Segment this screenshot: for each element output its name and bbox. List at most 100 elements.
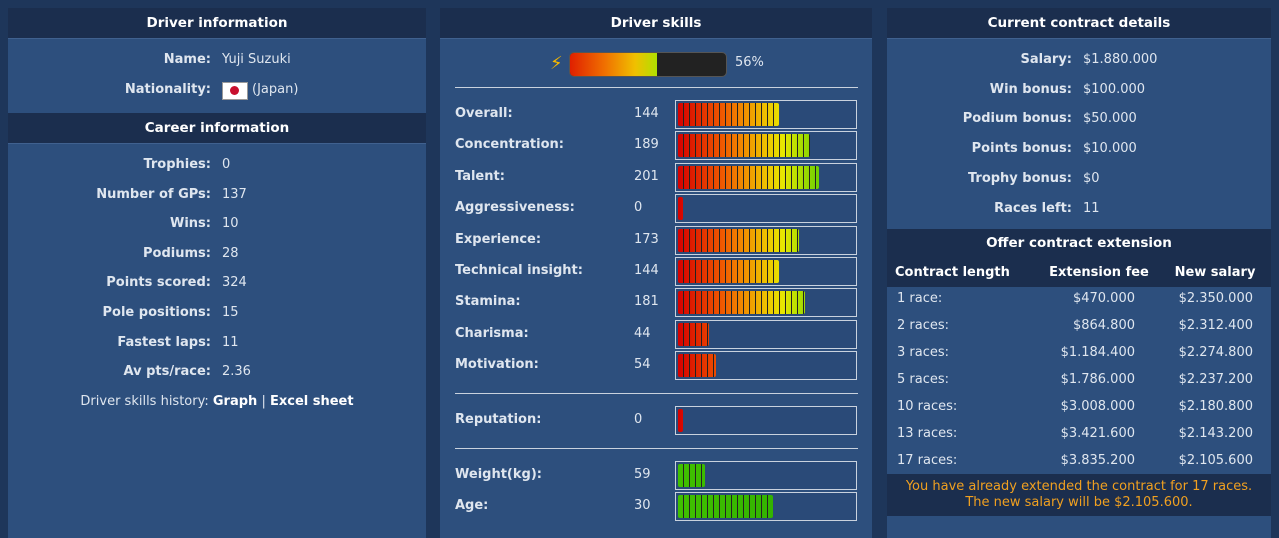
skill-bar-box xyxy=(675,288,857,318)
separator xyxy=(455,393,858,394)
skill-label: Age: xyxy=(455,498,489,514)
skill-value: 181 xyxy=(634,294,659,310)
skill-value: 0 xyxy=(634,412,643,427)
value: 324 xyxy=(222,275,247,291)
skill-label: Talent: xyxy=(455,168,505,184)
skill-bar xyxy=(678,103,779,126)
skill-value: 54 xyxy=(634,357,651,373)
skill-bar xyxy=(678,464,706,487)
skill-bar-box xyxy=(675,131,857,161)
label: Podium bonus: xyxy=(962,111,1072,127)
value: $10.000 xyxy=(1083,141,1137,157)
separator xyxy=(455,448,858,449)
skill-value: 0 xyxy=(634,200,643,216)
skill-bar xyxy=(678,165,819,189)
skill-label: Reputation: xyxy=(455,412,542,427)
value: Yuji Suzuki xyxy=(222,52,291,67)
value: $1.880.000 xyxy=(1083,52,1158,67)
table-cell: $2.312.400 xyxy=(1178,318,1253,333)
value: 0 xyxy=(222,157,231,172)
skill-bar xyxy=(678,322,709,346)
skill-value: 44 xyxy=(634,325,651,341)
label: Nationality: xyxy=(124,82,211,97)
skill-value: 144 xyxy=(634,263,659,278)
column-header: Contract length xyxy=(895,265,1010,280)
table-cell: 2 races: xyxy=(897,318,950,333)
skill-label: Concentration: xyxy=(455,137,564,153)
skill-label: Charisma: xyxy=(455,325,529,341)
table-cell: $3.835.200 xyxy=(1060,453,1135,468)
history-row: Driver skills history: Graph | Excel she… xyxy=(8,393,426,411)
table-cell: $2.350.000 xyxy=(1178,291,1253,306)
value: 10 xyxy=(222,216,239,232)
skill-value: 189 xyxy=(634,137,659,153)
label: Points bonus: xyxy=(971,141,1072,157)
label: Podiums: xyxy=(143,245,211,261)
skill-bar xyxy=(678,134,811,158)
panel xyxy=(8,8,426,538)
label: Fastest laps: xyxy=(117,334,211,350)
section-header: Driver skills xyxy=(440,8,872,39)
label: Points scored: xyxy=(106,275,211,291)
link[interactable]: Excel sheet xyxy=(269,394,354,409)
value: 137 xyxy=(222,186,247,202)
skill-bar xyxy=(678,291,805,315)
skill-value: 201 xyxy=(634,168,659,184)
value: 2.36 xyxy=(222,364,251,380)
table-cell: $3.008.000 xyxy=(1060,399,1135,414)
column-header: New salary xyxy=(1174,265,1256,280)
table-cell: $2.180.800 xyxy=(1178,399,1253,414)
skill-value: 59 xyxy=(634,467,651,482)
table-cell: $864.800 xyxy=(1072,318,1135,333)
table-cell: $1.786.000 xyxy=(1060,372,1135,387)
skill-bar-box xyxy=(675,100,857,129)
skill-label: Technical insight: xyxy=(455,263,583,278)
section-header: Current contract details xyxy=(887,8,1271,39)
label: Races left: xyxy=(994,200,1072,216)
label: Av pts/race: xyxy=(123,364,211,380)
separator: | xyxy=(261,394,266,409)
label: Salary: xyxy=(1020,52,1072,67)
skill-bar xyxy=(678,354,716,378)
table-cell: $470.000 xyxy=(1072,291,1135,306)
table-cell: 13 races: xyxy=(897,426,958,441)
skill-value: 144 xyxy=(634,106,659,121)
skill-value: 30 xyxy=(634,498,651,514)
section-header: Career information xyxy=(8,113,426,144)
skill-bar xyxy=(678,495,774,519)
label: Number of GPs: xyxy=(96,186,211,202)
table-cell: 10 races: xyxy=(897,399,958,414)
skill-label: Experience: xyxy=(455,231,542,247)
link[interactable]: Graph xyxy=(212,394,258,409)
table-cell: $1.184.400 xyxy=(1060,345,1135,360)
note: You have already extended the contract f… xyxy=(887,474,1271,516)
flag-dot xyxy=(230,86,239,95)
energy-label: 56% xyxy=(735,55,764,70)
note-line: The new salary will be $2.105.600. xyxy=(965,495,1193,510)
skill-label: Aggressiveness: xyxy=(455,200,575,216)
value: $100.000 xyxy=(1083,81,1146,97)
table-cell: $2.237.200 xyxy=(1178,372,1253,387)
skill-value: 173 xyxy=(634,231,659,247)
skill-bar-box xyxy=(675,225,857,255)
skill-bar-box xyxy=(675,319,857,349)
table-cell: 5 races: xyxy=(897,372,950,387)
label: Win bonus: xyxy=(989,81,1072,97)
skill-bar xyxy=(678,228,800,252)
skill-bar-box xyxy=(675,194,857,224)
value: $50.000 xyxy=(1083,111,1137,127)
label: Trophy bonus: xyxy=(967,170,1072,186)
note-line: You have already extended the contract f… xyxy=(905,479,1253,494)
label: Wins: xyxy=(170,216,211,232)
table-cell: $2.274.800 xyxy=(1178,345,1253,360)
label: Driver skills history: xyxy=(80,394,209,409)
skill-bar-box xyxy=(675,351,857,381)
value: 28 xyxy=(222,245,239,261)
energy-bar xyxy=(569,52,727,77)
table-header: Contract length Extension fee New salary xyxy=(887,258,1271,287)
skill-label: Overall: xyxy=(455,106,513,121)
separator xyxy=(455,87,858,88)
value: 11 xyxy=(222,334,239,350)
label: Name: xyxy=(163,52,211,67)
